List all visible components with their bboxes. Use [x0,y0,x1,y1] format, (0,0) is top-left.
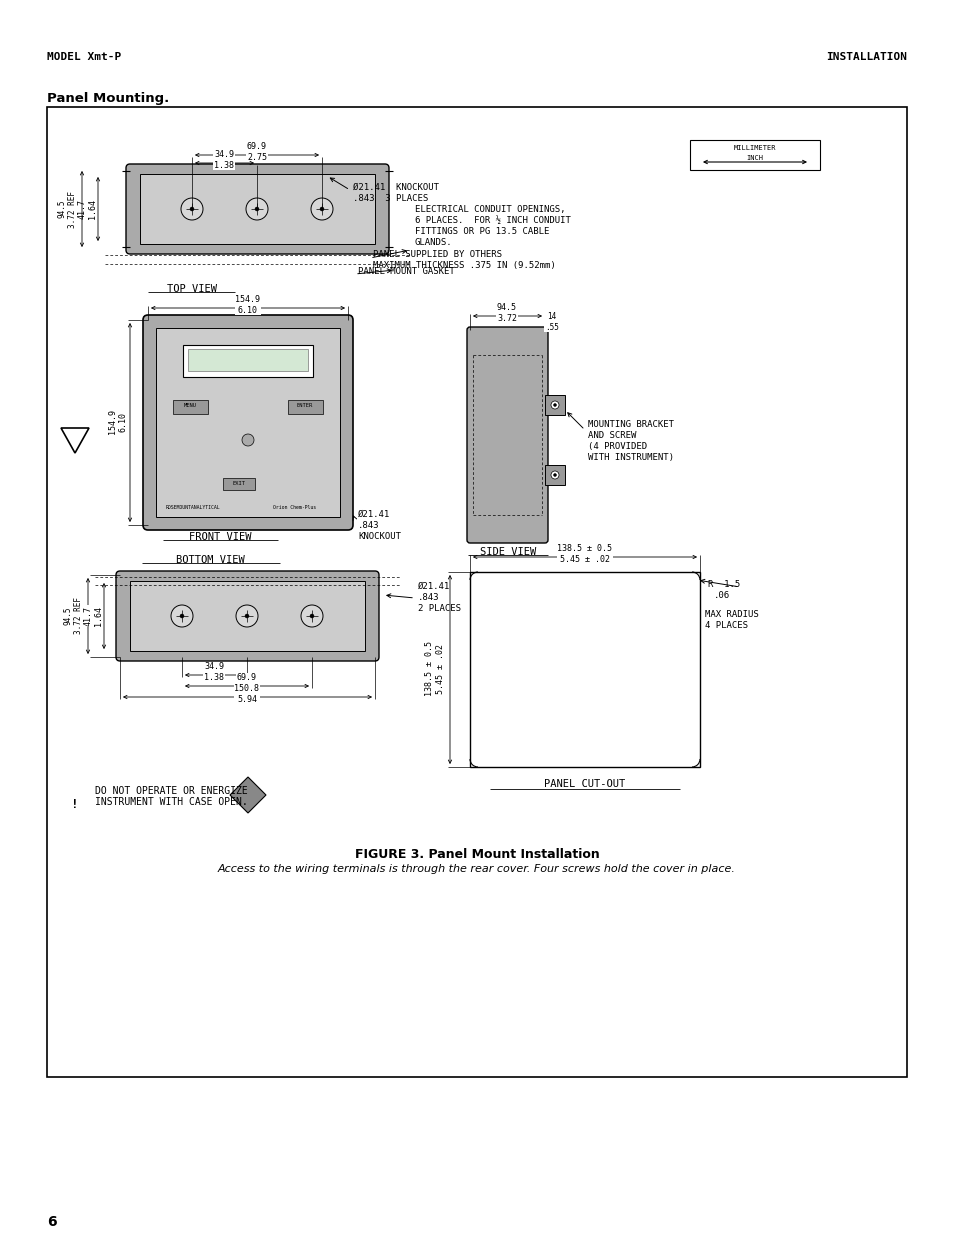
Bar [47,107,906,1077]
Polygon shape [61,429,89,453]
Text: 94.5
3.72 REF: 94.5 3.72 REF [63,598,83,635]
Bar [140,174,375,245]
Bar [288,400,323,414]
Text: PANEL SUPPLIED BY OTHERS: PANEL SUPPLIED BY OTHERS [373,249,501,259]
Text: FRONT VIEW: FRONT VIEW [189,532,251,542]
Text: Ø21.41  KNOCKOUT: Ø21.41 KNOCKOUT [353,183,438,191]
Text: .843: .843 [417,593,439,601]
Text: 6 PLACES.  FOR ½ INCH CONDUIT: 6 PLACES. FOR ½ INCH CONDUIT [415,216,570,225]
Circle shape [242,433,253,446]
Circle shape [246,198,268,220]
Bar [172,400,208,414]
Text: 14
.55: 14 .55 [544,312,558,332]
Text: FITTINGS OR PG 13.5 CABLE: FITTINGS OR PG 13.5 CABLE [415,227,549,236]
Text: Orion Chem·Plus: Orion Chem·Plus [273,505,315,510]
Text: Ø21.41: Ø21.41 [357,510,390,519]
Text: MILLIMETER: MILLIMETER [733,144,776,151]
Text: BOTTOM VIEW: BOTTOM VIEW [175,555,244,564]
Text: GLANDS.: GLANDS. [415,238,452,247]
Text: MENU: MENU [183,403,196,408]
Text: 4 PLACES: 4 PLACES [704,621,747,630]
Text: PANEL CUT-OUT: PANEL CUT-OUT [544,779,625,789]
Text: INCH: INCH [745,156,762,161]
Text: ENTER: ENTER [296,403,313,408]
Text: MODEL Xmt-P: MODEL Xmt-P [47,52,121,62]
Text: !: ! [71,798,79,810]
Text: Ø21.41: Ø21.41 [417,582,450,592]
Circle shape [553,404,556,406]
Text: .843: .843 [357,521,379,530]
Text: FIGURE 3. Panel Mount Installation: FIGURE 3. Panel Mount Installation [355,848,598,861]
Text: AND SCREW: AND SCREW [587,431,636,440]
Circle shape [301,605,323,627]
Circle shape [551,471,558,479]
Text: R  1.5: R 1.5 [707,580,740,589]
Circle shape [245,614,249,618]
Bar [544,466,564,485]
Text: 138.5 ± 0.5
5.45 ± .02: 138.5 ± 0.5 5.45 ± .02 [557,545,612,563]
Text: INSTALLATION: INSTALLATION [825,52,906,62]
Text: 6: 6 [47,1215,56,1229]
Text: DO NOT OPERATE OR ENERGIZE: DO NOT OPERATE OR ENERGIZE [95,785,248,797]
Text: PANEL MOUNT GASKET: PANEL MOUNT GASKET [357,267,455,275]
Circle shape [553,473,556,477]
Circle shape [310,614,314,618]
Text: ROSEMOUNTANALYTICAL: ROSEMOUNTANALYTICAL [166,505,220,510]
Bar [188,350,308,370]
Circle shape [190,207,193,211]
Bar [183,345,313,377]
Bar [130,580,365,651]
Bar [544,395,564,415]
Text: 41.7
1.64: 41.7 1.64 [83,606,103,626]
Text: Panel Mounting.: Panel Mounting. [47,91,169,105]
Circle shape [551,401,558,409]
Text: TOP VIEW: TOP VIEW [167,284,216,294]
Circle shape [181,198,203,220]
Text: 138.5 ± 0.5
5.45 ± .02: 138.5 ± 0.5 5.45 ± .02 [425,641,444,697]
Text: Access to the wiring terminals is through the rear cover. Four screws hold the c: Access to the wiring terminals is throug… [218,864,735,874]
Text: .843  3 PLACES: .843 3 PLACES [353,194,428,203]
Bar [689,140,820,170]
Text: 154.9
6.10: 154.9 6.10 [235,295,260,315]
Text: 94.5
3.72 REF: 94.5 3.72 REF [57,190,76,227]
Circle shape [235,605,257,627]
Polygon shape [230,777,266,813]
Text: MAXIMUM THICKNESS .375 IN (9.52mm): MAXIMUM THICKNESS .375 IN (9.52mm) [373,261,556,270]
Text: 34.9
1.38: 34.9 1.38 [213,151,233,169]
Text: 41.7
1.64: 41.7 1.64 [77,199,96,219]
Text: EXIT: EXIT [233,480,245,487]
FancyBboxPatch shape [116,571,378,661]
Circle shape [180,614,184,618]
Text: 150.8
5.94: 150.8 5.94 [234,684,259,704]
Circle shape [254,207,258,211]
Bar [156,329,339,517]
Text: WITH INSTRUMENT): WITH INSTRUMENT) [587,453,673,462]
Text: (4 PROVIDED: (4 PROVIDED [587,442,646,451]
Text: 2 PLACES: 2 PLACES [417,604,460,613]
Text: MOUNTING BRACKET: MOUNTING BRACKET [587,420,673,429]
Text: 154.9
6.10: 154.9 6.10 [109,410,128,435]
FancyBboxPatch shape [126,164,389,254]
Text: 34.9
1.38: 34.9 1.38 [204,662,224,682]
Bar [470,572,700,767]
Circle shape [319,207,324,211]
Text: 94.5
3.72: 94.5 3.72 [497,304,517,322]
Text: ELECTRICAL CONDUIT OPENINGS,: ELECTRICAL CONDUIT OPENINGS, [415,205,565,214]
FancyBboxPatch shape [467,327,547,543]
Text: KNOCKOUT: KNOCKOUT [357,532,400,541]
Circle shape [171,605,193,627]
Text: SIDE VIEW: SIDE VIEW [479,547,536,557]
Text: INSTRUMENT WITH CASE OPEN.: INSTRUMENT WITH CASE OPEN. [95,797,248,806]
Bar [223,478,254,490]
Text: 69.9
2.75: 69.9 2.75 [236,673,256,693]
FancyBboxPatch shape [143,315,353,530]
Text: .06: .06 [713,592,729,600]
Text: MAX RADIUS: MAX RADIUS [704,610,758,619]
Text: 69.9
2.75: 69.9 2.75 [247,142,267,162]
Circle shape [311,198,333,220]
